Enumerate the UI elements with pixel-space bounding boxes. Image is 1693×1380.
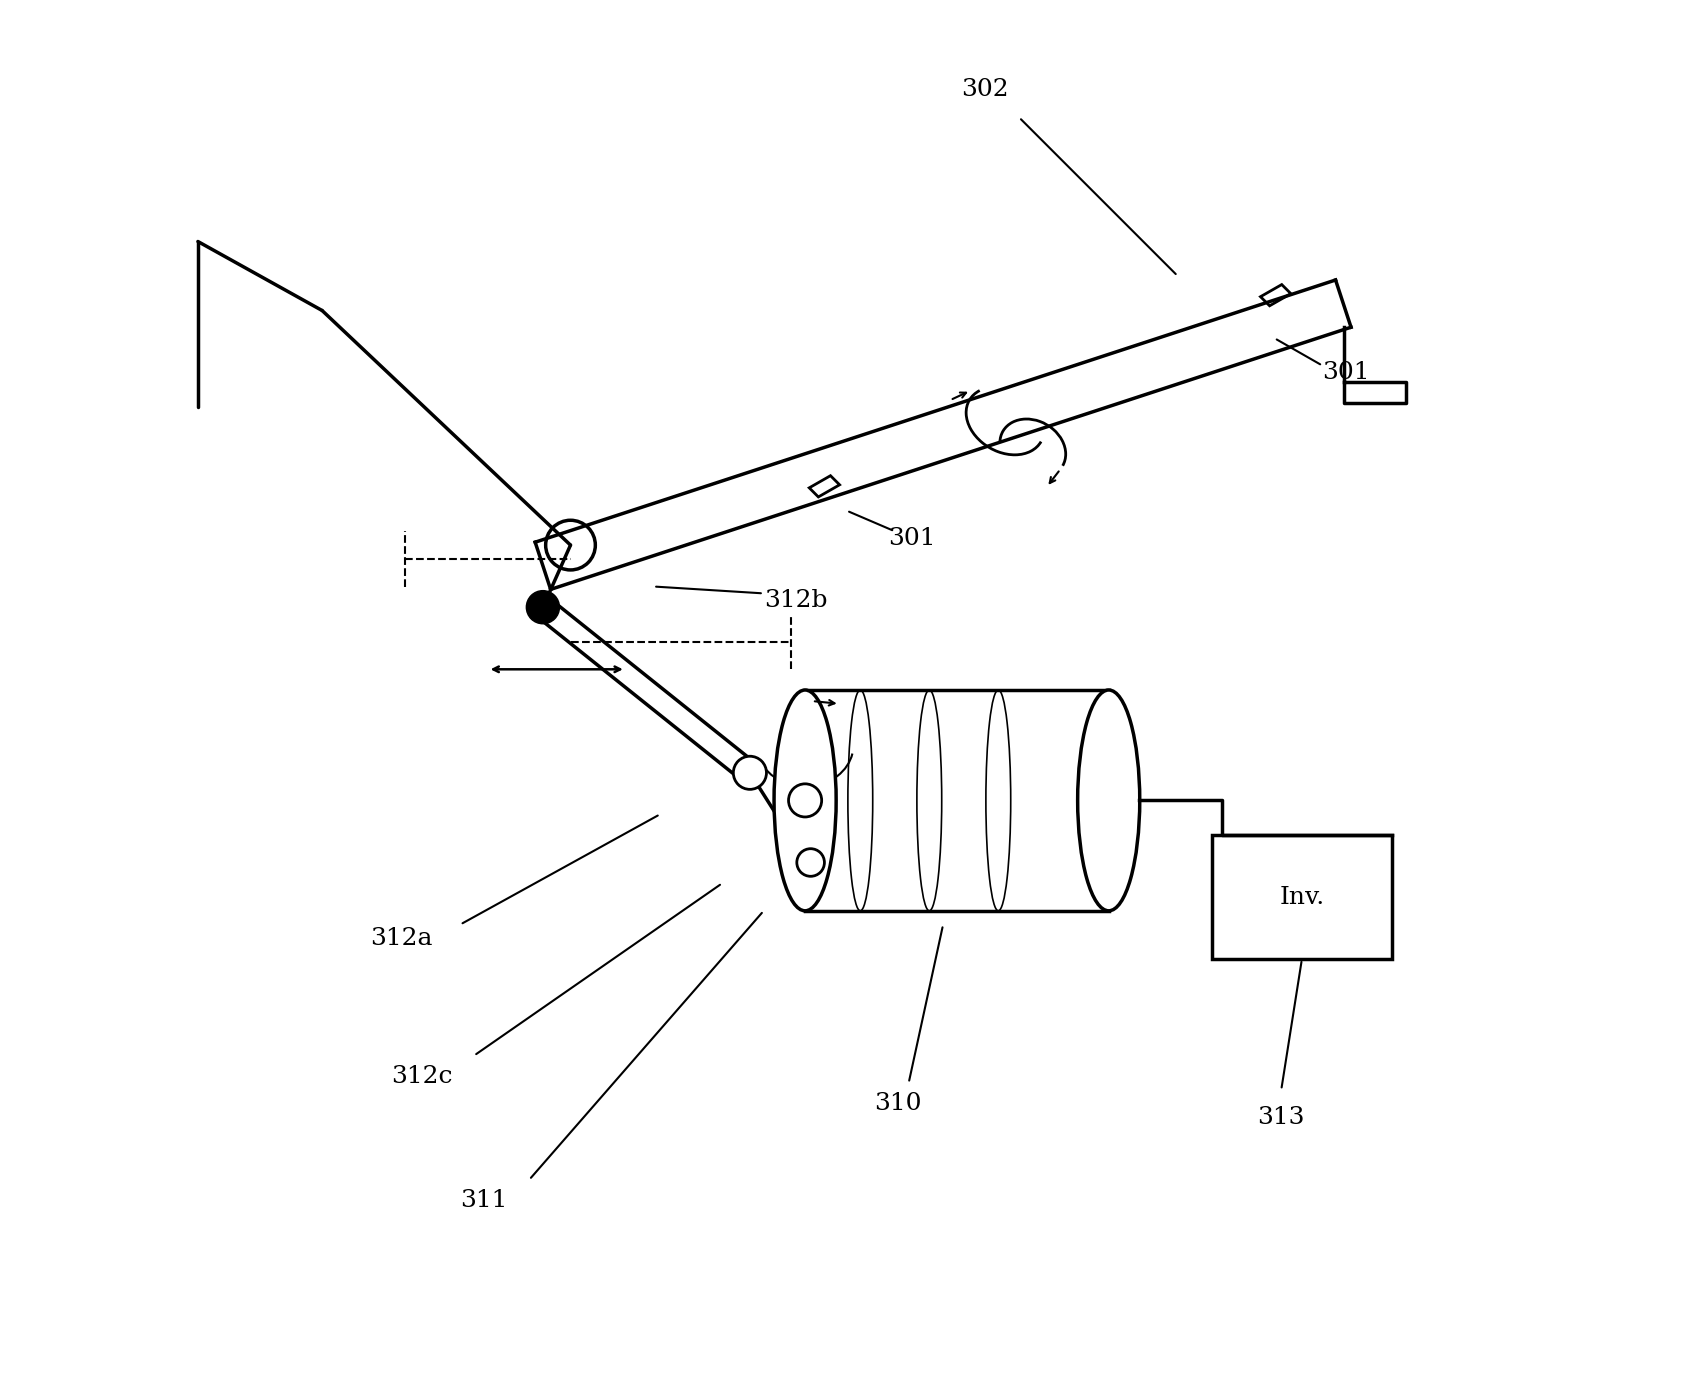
Text: 301: 301: [1322, 362, 1370, 384]
Ellipse shape: [1078, 690, 1139, 911]
Ellipse shape: [774, 690, 836, 911]
Circle shape: [789, 784, 821, 817]
Circle shape: [733, 756, 767, 789]
Text: 301: 301: [887, 527, 936, 549]
Text: 302: 302: [960, 79, 1009, 101]
Circle shape: [797, 849, 824, 876]
Text: 311: 311: [460, 1190, 508, 1212]
Text: 312b: 312b: [764, 589, 828, 611]
Circle shape: [527, 591, 559, 624]
Text: Inv.: Inv.: [1280, 886, 1324, 908]
Text: 312c: 312c: [391, 1065, 452, 1087]
Text: 313: 313: [1258, 1107, 1305, 1129]
Text: 312a: 312a: [371, 927, 433, 949]
Text: 310: 310: [874, 1093, 921, 1115]
FancyBboxPatch shape: [1212, 835, 1392, 959]
